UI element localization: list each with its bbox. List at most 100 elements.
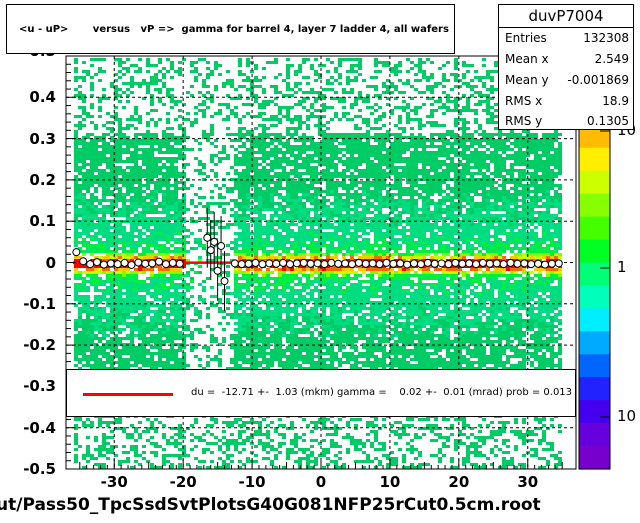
heatmap-cell	[218, 439, 222, 442]
heatmap-cell	[98, 202, 102, 205]
heatmap-cell	[150, 223, 154, 226]
heatmap-cell	[306, 325, 310, 328]
heatmap-cell	[282, 352, 286, 355]
heatmap-cell	[166, 187, 170, 190]
heatmap-cell	[122, 211, 126, 214]
heatmap-cell	[270, 352, 274, 355]
heatmap-cell	[182, 139, 186, 142]
heatmap-cell	[226, 274, 230, 277]
heatmap-cell	[290, 172, 294, 175]
heatmap-cell	[98, 175, 102, 178]
heatmap-cell	[102, 331, 106, 334]
heatmap-cell	[134, 178, 138, 181]
heatmap-cell	[178, 277, 182, 280]
heatmap-cell	[206, 355, 210, 358]
heatmap-cell	[238, 268, 242, 271]
heatmap-cell	[170, 307, 174, 310]
heatmap-cell	[306, 172, 310, 175]
heatmap-cell	[86, 343, 90, 346]
heatmap-cell	[118, 277, 122, 280]
heatmap-cell	[158, 313, 162, 316]
heatmap-cell	[310, 325, 314, 328]
heatmap-cell	[262, 91, 266, 94]
heatmap-cell	[90, 115, 94, 118]
heatmap-cell	[170, 172, 174, 175]
heatmap-cell	[74, 226, 78, 229]
heatmap-cell	[262, 229, 266, 232]
heatmap-cell	[114, 319, 118, 322]
heatmap-cell	[170, 436, 174, 439]
heatmap-cell	[94, 166, 98, 169]
heatmap-cell	[158, 91, 162, 94]
heatmap-cell	[126, 283, 130, 286]
heatmap-cell	[278, 241, 282, 244]
heatmap-cell	[186, 91, 190, 94]
heatmap-cell	[86, 208, 90, 211]
heatmap-cell	[98, 226, 102, 229]
heatmap-cell	[78, 124, 82, 127]
heatmap-cell	[122, 361, 126, 364]
heatmap-cell	[122, 250, 126, 253]
heatmap-cell	[90, 145, 94, 148]
heatmap-cell	[246, 331, 250, 334]
heatmap-cell	[266, 424, 270, 427]
heatmap-cell	[158, 361, 162, 364]
heatmap-cell	[270, 250, 274, 253]
heatmap-cell	[106, 112, 110, 115]
heatmap-cell	[98, 367, 102, 370]
heatmap-cell	[150, 169, 154, 172]
heatmap-cell	[294, 316, 298, 319]
heatmap-cell	[98, 454, 102, 457]
heatmap-cell	[98, 361, 102, 364]
heatmap-cell	[254, 151, 258, 154]
heatmap-cell	[306, 196, 310, 199]
heatmap-cell	[290, 334, 294, 337]
heatmap-cell	[130, 466, 134, 469]
heatmap-cell	[306, 316, 310, 319]
heatmap-cell	[290, 355, 294, 358]
heatmap-cell	[294, 103, 298, 106]
heatmap-cell	[134, 133, 138, 136]
heatmap-cell	[270, 214, 274, 217]
heatmap-cell	[186, 364, 190, 367]
heatmap-cell	[114, 154, 118, 157]
heatmap-cell	[162, 268, 166, 271]
heatmap-cell	[282, 271, 286, 274]
heatmap-cell	[306, 448, 310, 451]
heatmap-cell	[266, 268, 270, 271]
heatmap-cell	[94, 208, 98, 211]
heatmap-cell	[254, 115, 258, 118]
heatmap-cell	[178, 238, 182, 241]
heatmap-cell	[86, 181, 90, 184]
heatmap-cell	[254, 139, 258, 142]
heatmap-cell	[242, 334, 246, 337]
heatmap-cell	[238, 85, 242, 88]
heatmap-cell	[126, 307, 130, 310]
heatmap-cell	[122, 430, 126, 433]
heatmap-cell	[294, 169, 298, 172]
heatmap-cell	[178, 175, 182, 178]
heatmap-cell	[262, 448, 266, 451]
heatmap-cell	[230, 187, 234, 190]
heatmap-cell	[278, 244, 282, 247]
heatmap-cell	[242, 181, 246, 184]
heatmap-cell	[142, 307, 146, 310]
heatmap-cell	[294, 184, 298, 187]
heatmap-cell	[266, 436, 270, 439]
heatmap-cell	[190, 448, 194, 451]
heatmap-cell	[318, 124, 322, 127]
heatmap-cell	[242, 169, 246, 172]
heatmap-cell	[74, 223, 78, 226]
heatmap-cell	[282, 175, 286, 178]
heatmap-cell	[130, 223, 134, 226]
heatmap-cell	[102, 235, 106, 238]
heatmap-cell	[198, 244, 202, 247]
heatmap-cell	[258, 433, 262, 436]
heatmap-cell	[134, 82, 138, 85]
heatmap-cell	[242, 442, 246, 445]
heatmap-cell	[86, 295, 90, 298]
heatmap-cell	[122, 160, 126, 163]
heatmap-cell	[302, 328, 306, 331]
heatmap-cell	[298, 187, 302, 190]
heatmap-cell	[198, 148, 202, 151]
